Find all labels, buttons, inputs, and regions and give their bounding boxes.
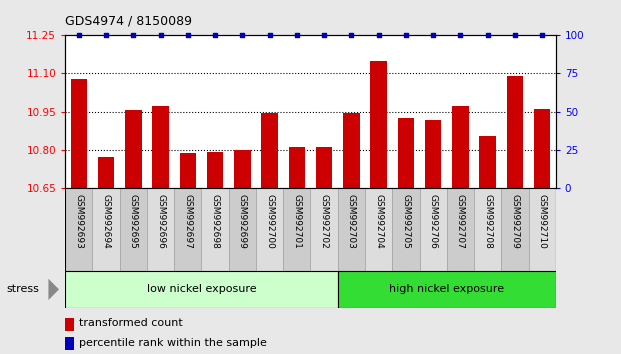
Point [483, 33, 492, 38]
Bar [420, 188, 446, 271]
Bar [65, 271, 338, 308]
Bar [316, 147, 332, 188]
Bar [528, 188, 556, 271]
Bar [256, 188, 283, 271]
Bar [234, 149, 250, 188]
Bar [71, 79, 87, 188]
Bar [501, 188, 528, 271]
Text: percentile rank within the sample: percentile rank within the sample [79, 337, 267, 348]
Point [455, 33, 465, 38]
Text: GSM992697: GSM992697 [183, 194, 193, 249]
Text: GSM992699: GSM992699 [238, 194, 247, 249]
Text: GSM992693: GSM992693 [75, 194, 83, 249]
Bar [120, 188, 147, 271]
Bar [289, 147, 305, 188]
Bar [392, 188, 420, 271]
Text: GSM992705: GSM992705 [401, 194, 410, 249]
Point [101, 33, 111, 38]
Bar [365, 188, 392, 271]
Point [129, 33, 138, 38]
Point [265, 33, 274, 38]
Point [156, 33, 166, 38]
Text: transformed count: transformed count [79, 318, 183, 329]
Text: GSM992707: GSM992707 [456, 194, 465, 249]
Text: GSM992709: GSM992709 [510, 194, 519, 249]
Point [428, 33, 438, 38]
Point [74, 33, 84, 38]
Point [292, 33, 302, 38]
Bar [201, 188, 229, 271]
Point [183, 33, 193, 38]
Text: GSM992710: GSM992710 [538, 194, 546, 249]
Text: GSM992700: GSM992700 [265, 194, 274, 249]
Bar [343, 113, 360, 188]
Point [374, 33, 384, 38]
Text: GSM992696: GSM992696 [156, 194, 165, 249]
Bar [310, 188, 338, 271]
Point [537, 33, 547, 38]
Bar [338, 188, 365, 271]
Bar [179, 153, 196, 188]
Bar [474, 188, 501, 271]
Point [347, 33, 356, 38]
Text: GSM992698: GSM992698 [211, 194, 220, 249]
Bar [338, 271, 556, 308]
Text: GSM992706: GSM992706 [428, 194, 438, 249]
Text: GSM992704: GSM992704 [374, 194, 383, 249]
Bar [93, 188, 120, 271]
Bar [534, 109, 550, 188]
Bar [371, 61, 387, 188]
Bar [65, 188, 93, 271]
Bar [229, 188, 256, 271]
Bar [261, 113, 278, 188]
Text: GSM992695: GSM992695 [129, 194, 138, 249]
Text: GDS4974 / 8150089: GDS4974 / 8150089 [65, 14, 193, 27]
Text: high nickel exposure: high nickel exposure [389, 284, 504, 295]
Point [401, 33, 411, 38]
Point [319, 33, 329, 38]
Bar [175, 188, 201, 271]
Text: GSM992702: GSM992702 [320, 194, 329, 249]
Bar [125, 110, 142, 188]
Text: GSM992701: GSM992701 [292, 194, 301, 249]
Point [210, 33, 220, 38]
Point [510, 33, 520, 38]
Bar [283, 188, 310, 271]
Text: GSM992703: GSM992703 [347, 194, 356, 249]
Point [237, 33, 247, 38]
Bar [452, 107, 469, 188]
Text: GSM992694: GSM992694 [102, 194, 111, 249]
Bar [98, 157, 114, 188]
Bar [397, 118, 414, 188]
Text: stress: stress [6, 284, 39, 295]
Bar [65, 318, 74, 331]
Bar [507, 76, 523, 188]
Bar [446, 188, 474, 271]
Bar [479, 136, 496, 188]
Bar [207, 152, 224, 188]
Text: GSM992708: GSM992708 [483, 194, 492, 249]
Bar [425, 120, 442, 188]
Text: low nickel exposure: low nickel exposure [147, 284, 256, 295]
Bar [147, 188, 175, 271]
Bar [65, 337, 74, 350]
Bar [152, 107, 169, 188]
